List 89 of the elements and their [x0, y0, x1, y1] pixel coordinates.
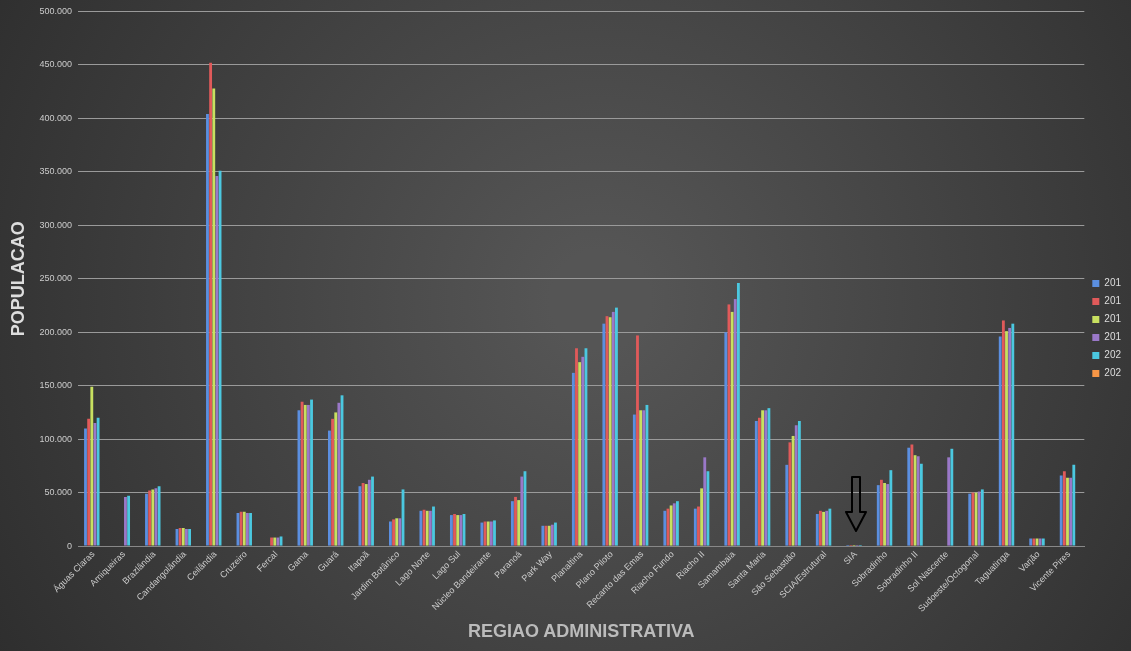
- bar: [127, 495, 131, 546]
- bar: [331, 418, 334, 546]
- y-tick-label: 450.000: [39, 59, 73, 70]
- bar: [1072, 464, 1076, 546]
- bar: [794, 425, 798, 546]
- bar: [1001, 320, 1005, 546]
- bar: [703, 457, 707, 546]
- legend-label: 201: [1104, 313, 1122, 325]
- bar: [636, 335, 639, 546]
- bar: [754, 420, 758, 546]
- bar: [1005, 331, 1008, 546]
- bar: [581, 356, 585, 546]
- bar: [736, 283, 740, 546]
- bar: [206, 114, 209, 546]
- bar: [693, 508, 697, 546]
- bar: [84, 428, 87, 546]
- y-tick-label: 100.000: [39, 433, 73, 444]
- y-tick-label: 200.000: [39, 326, 73, 337]
- bar: [876, 485, 880, 546]
- bar: [517, 500, 521, 546]
- y-tick-label: 350.000: [39, 166, 73, 177]
- bar: [1059, 475, 1063, 546]
- bar: [1062, 471, 1066, 546]
- legend-label: 202: [1104, 367, 1122, 379]
- bar: [1011, 323, 1015, 546]
- bar: [815, 514, 819, 546]
- bar: [575, 348, 578, 546]
- bar: [676, 501, 679, 546]
- bar: [919, 463, 923, 546]
- bar: [886, 484, 890, 546]
- y-tick-label: 0: [67, 540, 73, 551]
- bar: [758, 417, 761, 546]
- bar: [215, 176, 219, 546]
- bar: [730, 311, 734, 546]
- bar: [514, 496, 517, 546]
- y-axis-title: POPULACAO: [7, 221, 28, 337]
- bar: [520, 476, 524, 546]
- bar: [371, 476, 374, 546]
- legend-label: 202: [1104, 349, 1122, 361]
- bar: [879, 479, 883, 546]
- legend-label: 201: [1104, 277, 1122, 289]
- bar: [367, 479, 371, 546]
- bar: [90, 386, 94, 546]
- bar: [611, 311, 615, 546]
- bar: [706, 471, 710, 546]
- bar: [797, 420, 801, 546]
- y-tick-label: 400.000: [39, 112, 73, 123]
- bar: [1066, 477, 1069, 546]
- legend-label: 201: [1104, 331, 1122, 343]
- bar: [950, 448, 954, 546]
- bar: [889, 470, 893, 546]
- bar: [493, 520, 496, 546]
- y-tick-label: 50.000: [44, 487, 73, 498]
- bar: [578, 362, 582, 546]
- bar: [310, 399, 313, 546]
- bar: [733, 299, 737, 546]
- bar: [96, 417, 100, 546]
- bar: [388, 521, 392, 546]
- bar: [785, 464, 789, 546]
- bar: [883, 483, 886, 546]
- bar: [87, 418, 91, 546]
- bar: [602, 323, 606, 546]
- bar: [209, 62, 213, 546]
- bar: [1069, 477, 1073, 546]
- bar: [510, 501, 514, 546]
- bar: [615, 307, 618, 546]
- bar: [571, 372, 575, 546]
- bar: [697, 506, 700, 546]
- bar: [998, 336, 1002, 546]
- bar: [212, 88, 216, 546]
- x-axis-title: REGIAO ADMINISTRATIVA: [467, 621, 695, 642]
- bar: [334, 412, 338, 546]
- bar: [700, 488, 704, 546]
- bar: [337, 402, 341, 546]
- bar: [1008, 327, 1012, 546]
- bar: [145, 493, 148, 546]
- bar: [432, 506, 435, 546]
- legend-label: 201: [1104, 295, 1122, 307]
- bar: [449, 515, 453, 546]
- y-tick-label: 150.000: [39, 380, 73, 391]
- y-tick-label: 300.000: [39, 219, 73, 230]
- bar: [724, 332, 728, 546]
- bar: [328, 430, 331, 546]
- bar: [453, 514, 456, 546]
- bar: [554, 522, 557, 546]
- y-tick-label: 500.000: [39, 5, 73, 16]
- y-tick-label: 250.000: [39, 273, 73, 284]
- bar: [632, 414, 636, 546]
- bar: [947, 457, 951, 546]
